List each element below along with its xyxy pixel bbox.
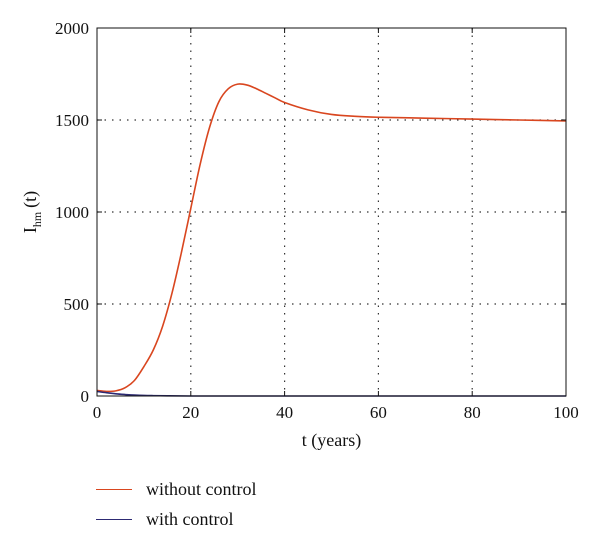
series-line-with-control bbox=[96, 390, 566, 397]
grid-lines bbox=[97, 28, 566, 396]
y-tick-label: 1500 bbox=[55, 111, 89, 130]
legend-item-with-control: with control bbox=[96, 504, 257, 534]
x-tick-label: 100 bbox=[553, 403, 579, 422]
y-axis-label-tail: (t) bbox=[20, 191, 41, 208]
y-tick-label: 2000 bbox=[55, 19, 89, 38]
x-tick-label: 60 bbox=[370, 403, 387, 422]
legend-item-without-control: without control bbox=[96, 474, 257, 504]
y-tick-label: 0 bbox=[81, 387, 90, 406]
series-lines bbox=[96, 83, 567, 397]
legend-swatch-without-control bbox=[96, 488, 132, 490]
x-tick-label: 80 bbox=[464, 403, 481, 422]
legend-swatch-with-control bbox=[96, 518, 132, 520]
y-axis-label: Ihm (t) bbox=[20, 191, 44, 233]
x-tick-label: 0 bbox=[93, 403, 102, 422]
legend-label-with-control: with control bbox=[146, 508, 234, 529]
legend: without control with control bbox=[96, 474, 257, 534]
y-axis-label-subscript: hm bbox=[30, 211, 44, 227]
series-line-without-control bbox=[96, 83, 567, 393]
x-tick-label: 20 bbox=[182, 403, 199, 422]
y-tick-label: 1000 bbox=[55, 203, 89, 222]
legend-label-without-control: without control bbox=[146, 478, 257, 499]
x-axis-label: t (years) bbox=[302, 430, 361, 451]
y-tick-label: 500 bbox=[64, 295, 90, 314]
y-axis-label-main: I bbox=[20, 227, 40, 233]
x-tick-label: 40 bbox=[276, 403, 293, 422]
